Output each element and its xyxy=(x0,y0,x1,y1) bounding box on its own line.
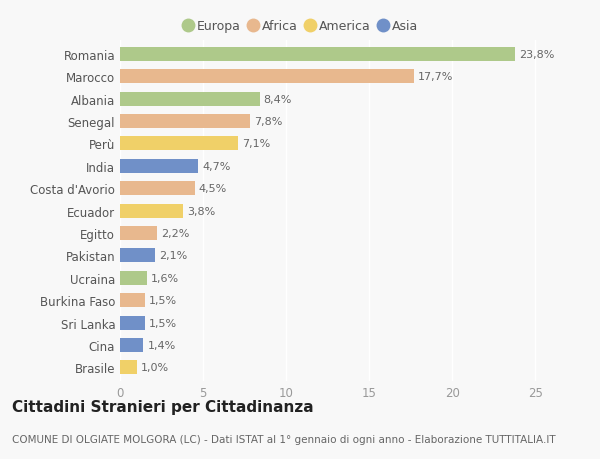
Text: 4,5%: 4,5% xyxy=(199,184,227,194)
Text: 7,8%: 7,8% xyxy=(254,117,282,127)
Bar xyxy=(120,70,414,84)
Text: 1,5%: 1,5% xyxy=(149,296,177,306)
Text: 17,7%: 17,7% xyxy=(418,72,454,82)
Text: 23,8%: 23,8% xyxy=(520,50,555,60)
Bar xyxy=(120,271,146,285)
Text: 2,2%: 2,2% xyxy=(161,229,189,239)
Text: 2,1%: 2,1% xyxy=(159,251,187,261)
Bar xyxy=(120,338,143,352)
Bar xyxy=(120,137,238,151)
Bar xyxy=(120,182,195,196)
Bar xyxy=(120,361,137,375)
Bar xyxy=(120,204,183,218)
Text: 1,4%: 1,4% xyxy=(148,340,176,350)
Bar xyxy=(120,48,515,62)
Text: 7,1%: 7,1% xyxy=(242,139,271,149)
Bar xyxy=(120,294,145,308)
Bar xyxy=(120,227,157,241)
Legend: Europa, Africa, America, Asia: Europa, Africa, America, Asia xyxy=(180,15,423,38)
Bar xyxy=(120,249,155,263)
Text: COMUNE DI OLGIATE MOLGORA (LC) - Dati ISTAT al 1° gennaio di ogni anno - Elabora: COMUNE DI OLGIATE MOLGORA (LC) - Dati IS… xyxy=(12,434,556,444)
Text: 1,5%: 1,5% xyxy=(149,318,177,328)
Text: 3,8%: 3,8% xyxy=(187,206,215,216)
Text: 1,0%: 1,0% xyxy=(141,363,169,373)
Bar xyxy=(120,316,145,330)
Bar xyxy=(120,160,198,174)
Text: 4,7%: 4,7% xyxy=(202,162,230,172)
Bar xyxy=(120,92,260,106)
Text: Cittadini Stranieri per Cittadinanza: Cittadini Stranieri per Cittadinanza xyxy=(12,399,314,414)
Bar xyxy=(120,115,250,129)
Text: 1,6%: 1,6% xyxy=(151,273,179,283)
Text: 8,4%: 8,4% xyxy=(264,95,292,104)
